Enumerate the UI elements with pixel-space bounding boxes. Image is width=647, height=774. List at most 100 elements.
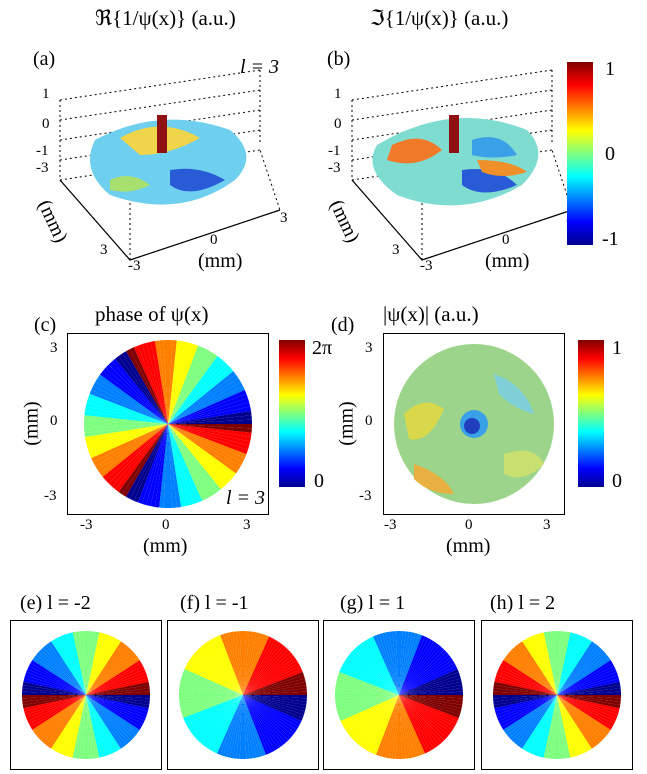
phase-map-e xyxy=(22,631,150,759)
phase-wedge xyxy=(168,424,247,459)
phase-wedge xyxy=(399,631,410,695)
phase-wedge xyxy=(168,424,182,508)
phase-wedge xyxy=(179,695,243,699)
phase-wedge xyxy=(208,639,243,695)
phase-wedge xyxy=(557,695,621,709)
phase-wedge xyxy=(100,424,168,477)
phase-wedge xyxy=(197,647,243,695)
c-ytick-m3: -3 xyxy=(44,488,57,504)
phase-wedge xyxy=(557,633,577,695)
phase-wedge xyxy=(86,639,121,695)
phase-wedge xyxy=(159,340,168,424)
phase-wedge xyxy=(243,695,281,749)
phase-wedge xyxy=(168,340,182,424)
phase-wedge xyxy=(34,695,86,736)
phase-wedge xyxy=(229,695,243,759)
phase-wedge xyxy=(557,684,621,695)
phase-wedge xyxy=(243,678,306,695)
phase-wedge xyxy=(341,663,399,695)
phase-wedge xyxy=(168,393,248,424)
phase-wedge xyxy=(493,688,557,695)
phase-wedge xyxy=(243,695,260,758)
phase-wedge xyxy=(243,633,263,695)
phase-wedge xyxy=(557,695,574,758)
phase-wedge xyxy=(51,695,86,751)
phase-wedge xyxy=(364,639,399,695)
phase-wedge xyxy=(351,649,399,695)
phase-wedge xyxy=(540,632,557,695)
phase-wedge xyxy=(399,695,437,749)
phase-wedge xyxy=(236,631,243,695)
colorbar-c-tick-2pi: 2π xyxy=(312,337,333,359)
x-unit-a: (mm) xyxy=(198,250,243,272)
phase-wedge xyxy=(557,631,561,695)
phase-wedge xyxy=(343,695,399,730)
phase-wedge xyxy=(24,675,86,695)
phase-wedge xyxy=(557,695,584,755)
phase-wedge xyxy=(557,649,605,695)
phase-wedge xyxy=(86,681,150,695)
phase-wedge xyxy=(54,695,86,753)
phase-wedge xyxy=(243,652,293,695)
phase-wedge xyxy=(168,424,251,446)
phase-wedge xyxy=(557,695,620,712)
phase-wedge xyxy=(205,695,243,749)
phase-wedge xyxy=(168,402,251,424)
phase-wedge xyxy=(137,344,168,424)
phase-wedge xyxy=(86,663,144,695)
phase-wedge xyxy=(86,633,106,695)
colorbar-c xyxy=(279,340,305,487)
phase-wedge xyxy=(243,632,260,695)
c-xtick-3: 3 xyxy=(243,517,251,533)
phase-wedge xyxy=(22,681,86,695)
phase-wedge xyxy=(497,695,557,722)
phase-wedge xyxy=(243,695,270,755)
phase-wedge xyxy=(168,424,239,474)
phase-wedge xyxy=(557,641,595,695)
phase-wedge xyxy=(226,695,243,758)
phase-wedge xyxy=(399,695,422,756)
phase-wedge xyxy=(243,660,299,695)
phase-wedge xyxy=(497,668,557,695)
phase-wedge xyxy=(243,684,307,695)
phase-wedge xyxy=(372,635,399,695)
phase-wedge xyxy=(59,635,86,695)
phase-wedge xyxy=(185,695,243,727)
phase-wedge xyxy=(557,645,600,695)
phase-wedge xyxy=(168,353,218,424)
d-xtick-m3: -3 xyxy=(384,517,397,533)
phase-wedge xyxy=(200,695,243,745)
z-tick-a-0: 0 xyxy=(42,116,50,132)
phase-wedge xyxy=(557,634,580,695)
phase-wedge xyxy=(133,345,168,424)
phase-wedge xyxy=(34,654,86,695)
phase-wedge xyxy=(89,389,168,424)
phase-wedge xyxy=(243,675,305,695)
phase-wedge xyxy=(86,695,147,718)
phase-wedge xyxy=(514,645,557,695)
phase-wedge xyxy=(75,695,86,759)
phase-wedge xyxy=(223,695,243,757)
phase-wedge xyxy=(399,678,462,695)
phase-wedge xyxy=(557,695,621,706)
phase-wedge xyxy=(86,695,149,712)
phase-wedge xyxy=(335,681,399,695)
phase-wedge xyxy=(557,695,615,727)
phase-wedge xyxy=(399,688,463,695)
phase-wedge xyxy=(23,678,86,695)
label-f: (f) l = -1 xyxy=(180,592,249,614)
phase-wedge xyxy=(22,695,86,699)
phase-wedge xyxy=(168,424,203,503)
phase-wedge xyxy=(182,695,243,718)
c-xtick-m3: -3 xyxy=(80,517,93,533)
phase-wedge xyxy=(32,657,86,695)
amplitude-plot-frame xyxy=(383,333,565,515)
phase-wedge xyxy=(243,649,291,695)
phase-wedge xyxy=(85,424,168,442)
phase-wedge xyxy=(86,631,100,695)
phase-wedge xyxy=(557,695,621,699)
phase-wedge xyxy=(168,340,173,424)
phase-wedge xyxy=(85,402,168,424)
phase-wedge xyxy=(495,675,557,695)
phase-map-h-frame xyxy=(481,620,633,770)
